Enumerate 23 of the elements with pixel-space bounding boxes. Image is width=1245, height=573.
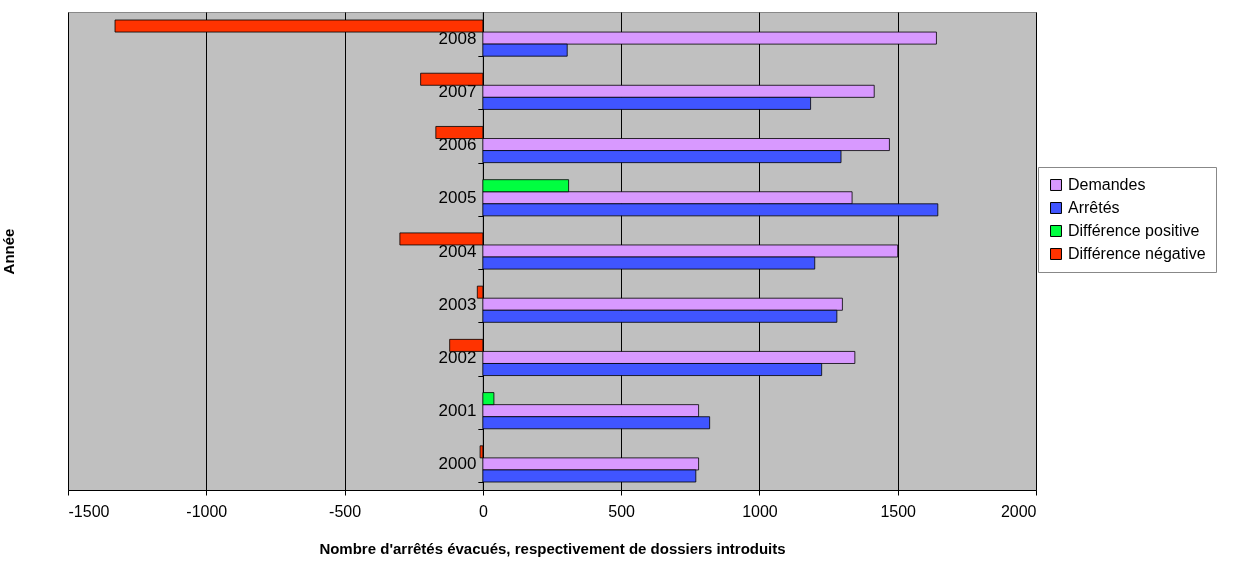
y-tick-label: 2002 bbox=[438, 347, 477, 367]
x-tick-label: -1000 bbox=[186, 502, 228, 520]
x-tick-label: -500 bbox=[329, 502, 362, 520]
y-tick-label: 2007 bbox=[438, 81, 477, 101]
y-tick-label: 2003 bbox=[438, 294, 477, 314]
y-tick-label: 2008 bbox=[438, 28, 477, 48]
legend-label: Arrêtés bbox=[1068, 199, 1120, 216]
y-tick-label: 2004 bbox=[438, 241, 477, 261]
x-tick-label: 1000 bbox=[742, 502, 778, 520]
y-tick-label: 2001 bbox=[438, 401, 477, 421]
x-tick-label: -1500 bbox=[68, 502, 110, 520]
x-tick-label: 0 bbox=[478, 502, 488, 520]
y-tick-label: 2006 bbox=[438, 135, 477, 155]
legend-label: Demandes bbox=[1068, 176, 1146, 193]
x-tick-label: 500 bbox=[608, 502, 636, 520]
x-tick-label: 1500 bbox=[880, 502, 917, 520]
legend-label: Différence positive bbox=[1068, 222, 1200, 239]
y-axis-title: Année bbox=[0, 228, 17, 275]
x-axis-title: Nombre d'arrêtés évacués, respectivement de dossiers introduits bbox=[319, 539, 786, 557]
y-tick-label: 2005 bbox=[438, 188, 477, 208]
y-tick-label: 2000 bbox=[438, 454, 477, 474]
legend-label: Différence négative bbox=[1068, 245, 1206, 262]
x-tick-label: 2000 bbox=[1000, 502, 1037, 520]
